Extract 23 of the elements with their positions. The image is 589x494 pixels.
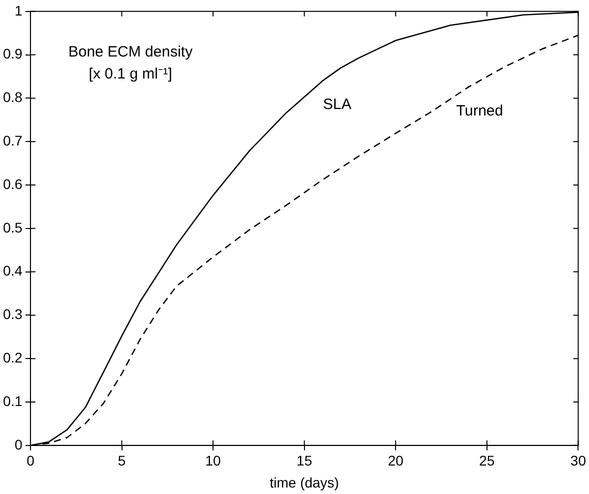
y-tick-label: 1 [14,2,23,18]
annotation: Bone ECM density [68,44,194,61]
x-tick-label: 0 [26,452,35,469]
y-tick-label: 0 [14,436,23,452]
y-tick-label: 0.3 [2,306,23,322]
series-label: Turned [456,102,504,120]
y-tick-label: 0.6 [2,176,23,192]
x-tick-label: 15 [296,452,312,469]
x-tick-label: 25 [479,452,495,469]
x-tick-label: 5 [118,452,126,469]
y-tick-label: 0.9 [2,46,23,62]
y-tick-label: 0.2 [2,349,23,366]
x-axis-title: time (days) [270,474,339,490]
y-tick-label: 0.1 [2,392,23,409]
series-label: SLA [323,96,352,113]
x-tick-label: 30 [570,452,586,469]
x-tick-label: 20 [388,452,404,469]
y-tick-label: 0.5 [2,219,23,236]
y-tick-label: 0.8 [2,89,23,106]
annotation: [x 0.1 g ml⁻¹] [88,66,172,83]
y-tick-label: 0.4 [2,262,23,279]
y-tick-label: 0.7 [2,132,23,148]
x-tick-label: 10 [205,452,222,469]
